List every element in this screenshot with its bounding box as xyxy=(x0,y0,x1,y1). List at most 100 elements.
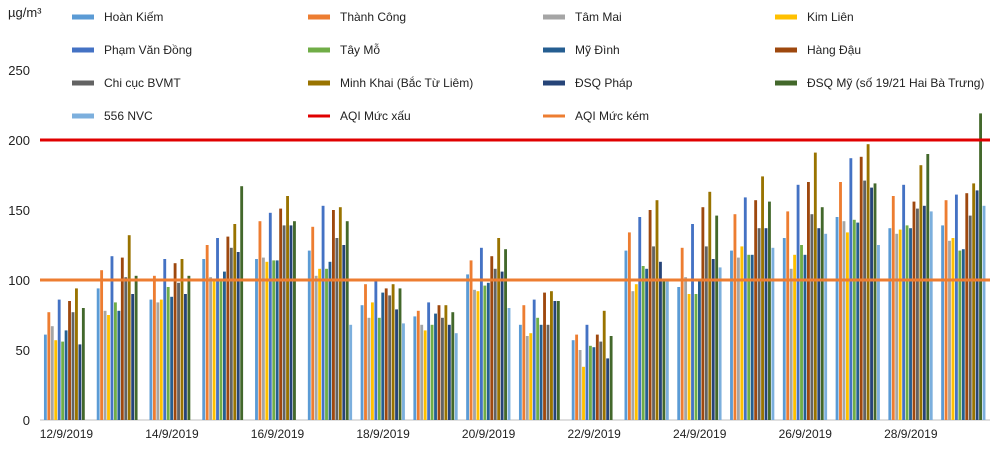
bar-tam-mai xyxy=(261,257,265,420)
bar-minh-khai-bac-tu-liem xyxy=(127,235,131,420)
bar-kim-lien xyxy=(898,229,902,420)
bar-chi-cuc-bvmt xyxy=(177,282,180,420)
legend-swatch-aqi-muc-kem xyxy=(543,114,565,118)
bar-dsq-phap xyxy=(447,324,451,420)
bar-hoan-kiem xyxy=(255,259,258,420)
bar-tam-mai xyxy=(842,221,846,420)
bar-tam-mai xyxy=(631,291,635,420)
bar-hoan-kiem xyxy=(782,238,786,420)
bar-tam-mai xyxy=(684,277,688,420)
bar-pham-van-dong xyxy=(163,259,167,420)
bar-minh-khai-bac-tu-liem xyxy=(550,291,553,420)
legend-swatch-556-nvc xyxy=(72,113,94,119)
bar-pham-van-dong xyxy=(321,205,325,420)
bar-dsq-my-so-19-21-hai-ba-trung xyxy=(504,249,507,420)
bar-chi-cuc-bvmt xyxy=(71,312,75,420)
bar-pham-van-dong xyxy=(216,238,219,420)
bar-pham-van-dong xyxy=(902,184,906,420)
bar-thanh-cong xyxy=(205,245,209,420)
bar-tay-mo xyxy=(377,317,381,420)
bar-pham-van-dong xyxy=(849,158,853,420)
bar-hang-dau xyxy=(120,257,124,420)
legend-swatch-hang-dau xyxy=(775,47,797,53)
bar-hoan-kiem xyxy=(888,228,892,420)
bar-dsq-phap xyxy=(606,358,610,420)
bar-thanh-cong xyxy=(522,305,526,420)
bar-chi-cuc-bvmt xyxy=(863,180,867,420)
legend-label-tay-mo: Tây Mỗ xyxy=(340,42,380,57)
bar-minh-khai-bac-tu-liem xyxy=(75,288,78,420)
bar-dsq-my-so-19-21-hai-ba-trung xyxy=(662,281,666,420)
bar-chi-cuc-bvmt xyxy=(335,238,339,420)
bar-556-nvc xyxy=(665,278,669,420)
bar-hoan-kiem xyxy=(202,259,206,420)
bar-my-dinh xyxy=(328,261,332,420)
legend-swatch-aqi-muc-xau xyxy=(308,114,330,118)
bar-minh-khai-bac-tu-liem xyxy=(391,284,395,420)
bar-hang-dau xyxy=(437,305,441,420)
bar-kim-lien xyxy=(318,268,322,420)
bar-my-dinh xyxy=(539,324,543,420)
bar-dsq-phap xyxy=(289,225,293,420)
bar-tam-mai xyxy=(209,277,213,420)
bar-hoan-kiem xyxy=(518,324,522,420)
legend-label-minh-khai-bac-tu-liem: Minh Khai (Bắc Từ Liêm) xyxy=(340,75,473,90)
bar-dsq-my-so-19-21-hai-ba-trung xyxy=(398,288,402,420)
bar-my-dinh xyxy=(698,280,701,420)
bar-minh-khai-bac-tu-liem xyxy=(444,305,448,420)
bar-tay-mo xyxy=(272,260,276,420)
bar-dsq-phap xyxy=(975,190,979,420)
bar-dsq-my-so-19-21-hai-ba-trung xyxy=(979,113,982,421)
bar-minh-khai-bac-tu-liem xyxy=(972,183,976,420)
bar-hoan-kiem xyxy=(413,316,417,420)
legend-label-chi-cuc-bvmt: Chi cục BVMT xyxy=(104,76,181,90)
y-tick-label: 100 xyxy=(8,273,30,288)
bar-kim-lien xyxy=(54,340,58,420)
bar-my-dinh xyxy=(592,347,596,420)
bar-thanh-cong xyxy=(47,312,51,420)
bar-dsq-phap xyxy=(553,301,557,420)
bar-556-nvc xyxy=(402,323,405,420)
bar-minh-khai-bac-tu-liem xyxy=(338,207,342,420)
bar-hoan-kiem xyxy=(466,274,470,420)
x-tick-label: 16/9/2019 xyxy=(251,427,305,441)
bar-chi-cuc-bvmt xyxy=(599,341,603,420)
bar-thanh-cong xyxy=(839,182,842,420)
legend-label-aqi-muc-kem: AQI Mức kém xyxy=(575,109,649,123)
bar-thanh-cong xyxy=(364,284,367,420)
bar-minh-khai-bac-tu-liem xyxy=(761,176,764,420)
bar-tay-mo xyxy=(113,302,117,420)
bar-chi-cuc-bvmt xyxy=(757,228,761,420)
bar-dsq-phap xyxy=(184,294,187,420)
bar-hang-dau xyxy=(490,256,494,420)
bar-tay-mo xyxy=(166,287,170,420)
legend-swatch-minh-khai-bac-tu-liem xyxy=(308,80,330,86)
bar-kim-lien xyxy=(582,366,585,420)
bar-tam-mai xyxy=(156,302,160,420)
bar-my-dinh xyxy=(856,222,860,420)
bar-tam-mai xyxy=(314,275,318,420)
bar-chi-cuc-bvmt xyxy=(704,246,708,420)
bars xyxy=(43,113,986,421)
y-unit-label: µg/m³ xyxy=(8,5,42,20)
bar-thanh-cong xyxy=(627,232,631,420)
bar-kim-lien xyxy=(529,333,533,420)
x-tick-label: 24/9/2019 xyxy=(673,427,727,441)
legend-swatch-dsq-phap xyxy=(543,80,565,86)
bar-my-dinh xyxy=(803,254,807,420)
y-tick-label: 200 xyxy=(8,133,30,148)
bar-556-nvc xyxy=(507,308,511,420)
bar-chi-cuc-bvmt xyxy=(124,277,128,420)
bar-my-dinh xyxy=(434,313,437,420)
bar-minh-khai-bac-tu-liem xyxy=(866,144,870,420)
bar-tay-mo xyxy=(641,266,645,420)
bar-dsq-my-so-19-21-hai-ba-trung xyxy=(187,275,191,420)
legend-label-556-nvc: 556 NVC xyxy=(104,109,153,123)
bar-dsq-phap xyxy=(236,252,240,420)
bar-dsq-phap xyxy=(764,228,768,420)
legend-label-my-dinh: Mỹ Đình xyxy=(575,43,620,57)
bar-tam-mai xyxy=(948,240,951,420)
bar-kim-lien xyxy=(476,291,480,420)
bar-hoan-kiem xyxy=(624,250,628,420)
bar-chi-cuc-bvmt xyxy=(229,247,233,420)
